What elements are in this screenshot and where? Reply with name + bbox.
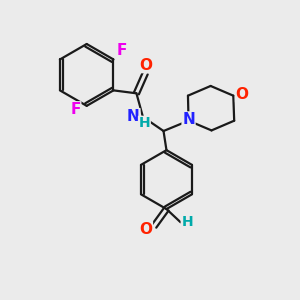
Text: H: H bbox=[181, 215, 193, 229]
Text: H: H bbox=[139, 116, 150, 130]
Text: F: F bbox=[116, 43, 127, 58]
Text: O: O bbox=[236, 87, 249, 102]
Text: O: O bbox=[140, 222, 152, 237]
Text: F: F bbox=[70, 102, 81, 117]
Text: N: N bbox=[182, 112, 195, 127]
Text: N: N bbox=[127, 109, 140, 124]
Text: O: O bbox=[140, 58, 152, 73]
